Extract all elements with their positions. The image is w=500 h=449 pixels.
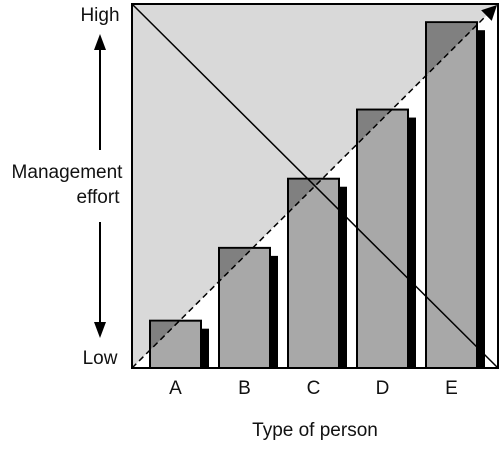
plot-frame (131, 3, 499, 369)
bars-layer (149, 21, 485, 370)
y-arrow-down-icon (94, 322, 106, 338)
bar-c (287, 177, 340, 369)
x-tick-label-a: A (169, 378, 182, 399)
increasing-dashed-arrow (131, 4, 498, 369)
x-axis-label: Type of person (252, 420, 378, 441)
x-tick-label-b: B (238, 378, 251, 399)
bar-e (425, 21, 478, 369)
y-axis-label-line-1: Management (12, 162, 124, 183)
bar-d (356, 108, 409, 369)
x-tick-label-c: C (307, 378, 321, 399)
y-axis-label-line-2: effort (77, 187, 121, 208)
decreasing-diagonal-line (131, 3, 499, 369)
x-tick-label-e: E (445, 378, 458, 399)
x-tick-label-d: D (376, 378, 390, 399)
y-low-label: Low (83, 348, 118, 369)
y-arrow-up-icon (94, 34, 106, 50)
y-high-label: High (80, 5, 119, 26)
x-tick-labels: A B C D E (169, 378, 458, 399)
